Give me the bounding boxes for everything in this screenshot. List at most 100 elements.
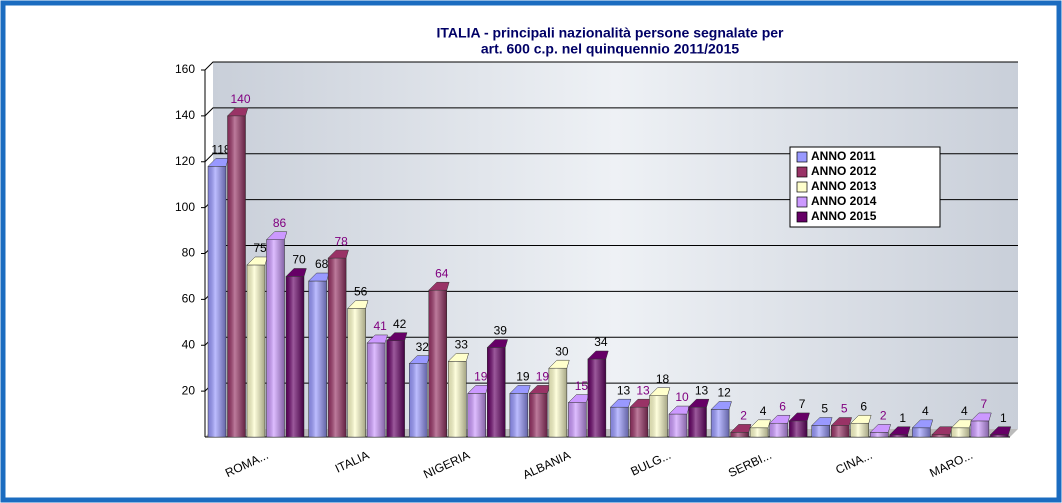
chart-subtitle: art. 600 c.p. nel quinquennio 2011/2015 xyxy=(481,41,740,57)
bar xyxy=(408,355,430,438)
bar xyxy=(548,359,570,438)
bar-shade xyxy=(610,407,629,437)
data-label: 34 xyxy=(594,335,608,349)
bar-shade xyxy=(769,423,788,437)
data-label: 4 xyxy=(961,404,968,418)
bar-top xyxy=(769,414,791,424)
data-label: 7 xyxy=(981,397,988,411)
bar xyxy=(710,401,732,438)
bar xyxy=(308,272,330,438)
bar-shade xyxy=(870,432,889,437)
bar-top xyxy=(587,350,609,360)
bar-shade xyxy=(247,264,265,437)
grid-line xyxy=(204,61,1018,71)
bar-shade xyxy=(548,368,567,437)
bar-shade xyxy=(529,393,548,437)
bar xyxy=(226,107,249,438)
bar-top xyxy=(386,332,408,341)
bar xyxy=(850,414,872,438)
data-label: 1 xyxy=(899,411,906,425)
data-label: 64 xyxy=(435,266,449,280)
data-label: 19 xyxy=(536,370,550,384)
bar xyxy=(386,332,408,438)
bar-top xyxy=(509,385,531,394)
legend-swatch xyxy=(796,151,808,163)
bar-top xyxy=(486,339,508,348)
bar-shade xyxy=(386,340,405,437)
bar xyxy=(207,158,229,438)
data-label: 10 xyxy=(675,390,689,404)
chart-title: ITALIA - principali nazionalità persone … xyxy=(437,25,785,41)
bar xyxy=(889,426,911,438)
bar-top xyxy=(911,419,934,429)
data-label: 2 xyxy=(740,409,747,423)
bar-top xyxy=(749,419,771,429)
bar-top xyxy=(648,387,671,396)
bar-top xyxy=(428,281,450,291)
bar-top xyxy=(710,401,732,410)
bar-shade xyxy=(990,434,1009,437)
data-label: 6 xyxy=(779,399,786,413)
bar xyxy=(970,412,992,438)
data-label: 75 xyxy=(253,241,267,255)
data-label: 4 xyxy=(922,404,929,418)
legend-label: ANNO 2014 xyxy=(811,194,877,208)
bar-shade xyxy=(850,423,869,437)
bar-shade xyxy=(831,425,850,437)
legend-label: ANNO 2013 xyxy=(811,179,877,193)
bar xyxy=(769,414,791,438)
bar-top xyxy=(730,424,752,433)
bar xyxy=(467,385,489,438)
bar-top xyxy=(850,414,872,424)
data-label: 2 xyxy=(880,409,887,423)
data-label: 41 xyxy=(373,319,387,333)
legend-label: ANNO 2011 xyxy=(811,149,876,163)
data-label: 18 xyxy=(656,372,670,386)
bar-shade xyxy=(328,258,347,437)
y-tick-label: 60 xyxy=(182,292,196,306)
bar xyxy=(668,405,690,438)
data-label: 68 xyxy=(315,257,329,271)
bar-shade xyxy=(448,361,467,437)
y-tick-label: 120 xyxy=(175,154,195,168)
legend-swatch xyxy=(796,196,808,208)
data-label: 5 xyxy=(821,402,828,416)
data-label: 140 xyxy=(230,92,250,106)
bar xyxy=(730,424,752,438)
data-label: 118 xyxy=(211,143,230,157)
bar xyxy=(327,249,349,438)
bar-top xyxy=(788,412,810,422)
y-tick-label: 80 xyxy=(182,246,196,260)
bar-top xyxy=(609,398,632,408)
bar-top xyxy=(687,398,710,408)
data-label: 19 xyxy=(516,370,530,384)
bar xyxy=(869,424,891,438)
data-label: 13 xyxy=(617,383,631,397)
bar xyxy=(629,398,651,438)
data-label: 7 xyxy=(799,397,806,411)
data-label: 42 xyxy=(393,317,407,331)
bar-top xyxy=(548,359,570,369)
bar xyxy=(265,231,288,438)
data-label: 5 xyxy=(841,402,848,416)
bar xyxy=(587,350,609,438)
y-tick-label: 40 xyxy=(182,337,196,351)
bar xyxy=(246,256,268,438)
bar xyxy=(609,398,632,438)
legend-swatch xyxy=(796,166,808,178)
bar xyxy=(285,268,307,438)
bar-shade xyxy=(208,166,226,437)
bar xyxy=(528,385,551,438)
bar-shade xyxy=(587,359,606,437)
bar-shade xyxy=(750,427,769,437)
bar-top xyxy=(265,231,288,240)
data-label: 30 xyxy=(555,344,569,358)
y-tick-label: 100 xyxy=(175,200,195,214)
legend xyxy=(789,146,941,228)
data-label: 32 xyxy=(416,340,430,354)
bar-top xyxy=(447,353,469,362)
bar-shade xyxy=(487,347,506,437)
bar-top xyxy=(226,107,249,117)
data-label: 13 xyxy=(636,383,650,397)
bar-shade xyxy=(811,425,830,437)
